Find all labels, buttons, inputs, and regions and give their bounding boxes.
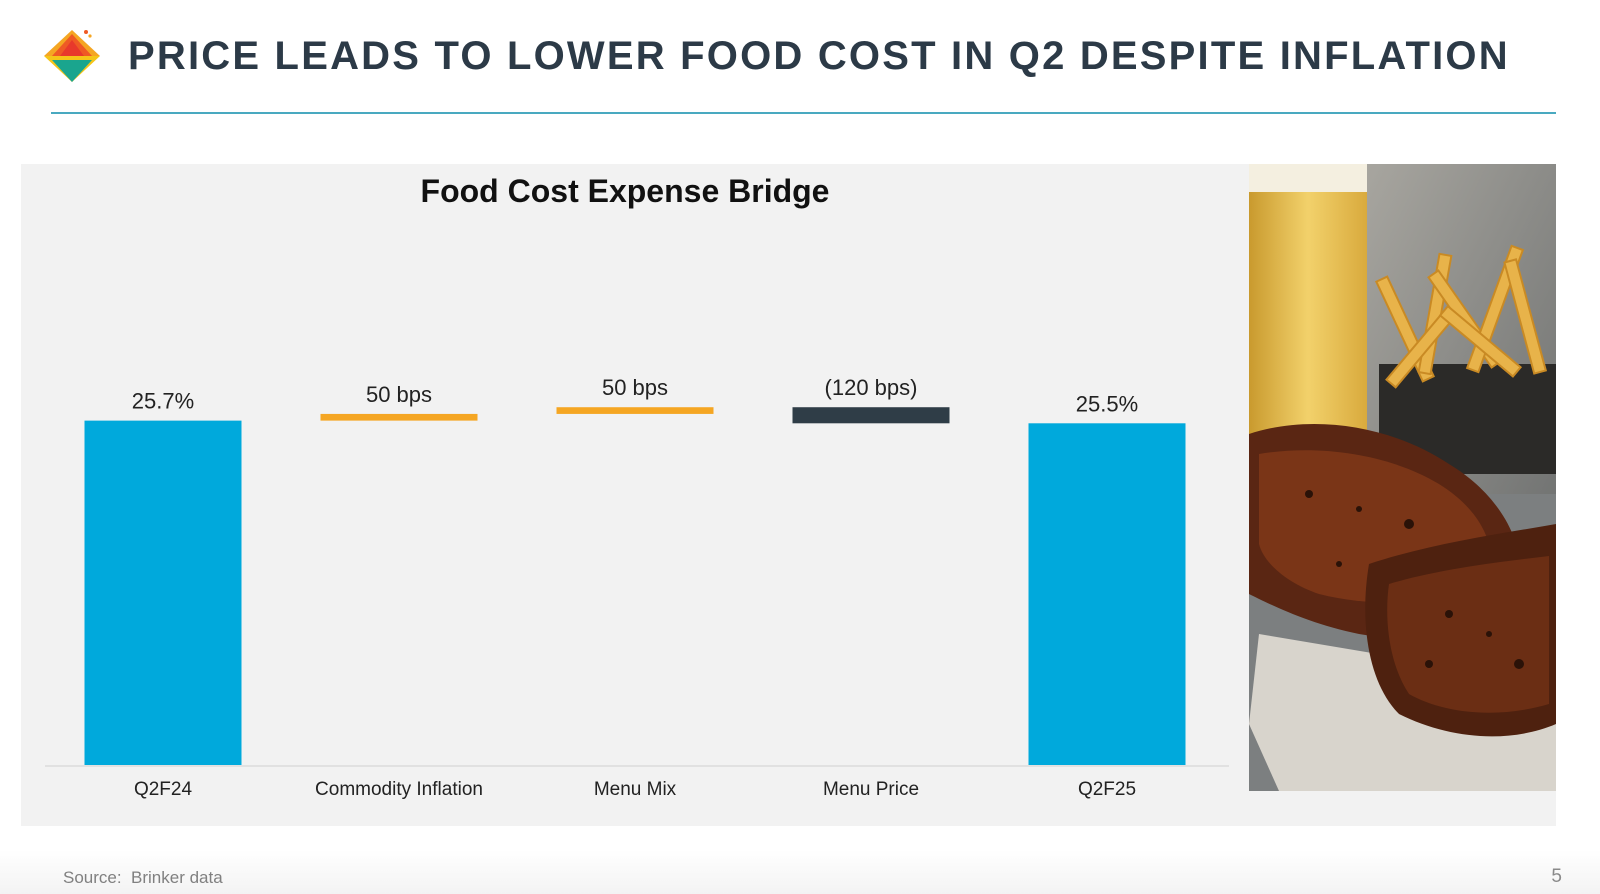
category-label-q2f24: Q2F24 <box>134 779 193 800</box>
category-label-commodity-inflation: Commodity Inflation <box>315 779 483 800</box>
chart-title: Food Cost Expense Bridge <box>421 173 830 209</box>
brinker-logo-icon <box>44 30 100 82</box>
data-label-menu-price: (120 bps) <box>825 375 918 400</box>
ribs-fries-beer-image <box>1249 164 1556 791</box>
bar-commodity-inflation <box>320 413 478 421</box>
data-label-menu-mix: 50 bps <box>602 375 668 400</box>
source-note: Source: Brinker data <box>63 868 223 887</box>
data-label-commodity-inflation: 50 bps <box>366 382 432 407</box>
footer-band <box>0 850 1600 894</box>
title-divider <box>51 112 1556 114</box>
chart-svg: Food Cost Expense Bridge 25.7% Q2F24 50 bps… <box>45 173 1229 800</box>
data-label-q2f24: 25.7% <box>132 389 194 414</box>
bar-menu-mix <box>556 407 714 414</box>
category-label-menu-mix: Menu Mix <box>594 779 677 800</box>
bar-menu-price <box>792 407 950 424</box>
category-label-q2f25: Q2F25 <box>1078 779 1136 800</box>
bar-q2f25 <box>1028 423 1186 765</box>
slide-title: PRICE LEADS TO LOWER FOOD COST IN Q2 DES… <box>128 34 1510 78</box>
bar-q2f24 <box>84 420 242 765</box>
food-photo <box>1249 164 1556 791</box>
data-label-q2f25: 25.5% <box>1076 391 1138 416</box>
waterfall-chart: Food Cost Expense Bridge 25.7% Q2F24 50 bps… <box>21 164 1229 826</box>
page-number: 5 <box>1551 866 1562 887</box>
category-label-menu-price: Menu Price <box>823 779 919 800</box>
